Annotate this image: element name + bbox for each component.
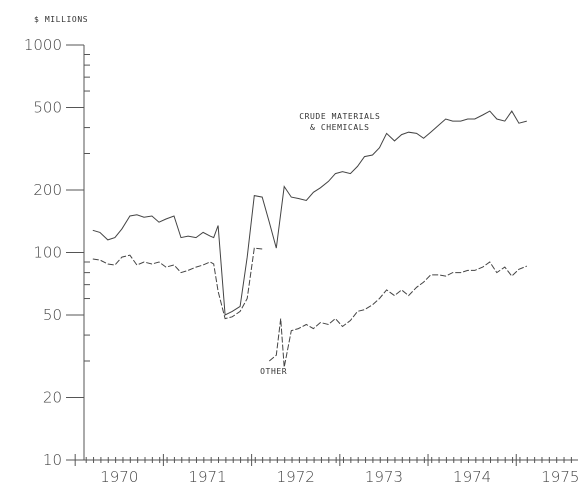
x-tick-label: 1973 — [365, 468, 403, 486]
x-tick-label: 1974 — [453, 468, 491, 486]
series-line-1 — [92, 110, 527, 316]
series-line-3 — [268, 261, 527, 368]
axes — [83, 45, 578, 461]
y-axis-label: $ MILLIONS — [34, 15, 88, 24]
x-tick-label: 1970 — [100, 468, 138, 486]
x-tick-labels: 1970 1971 1972 1973 1974 1975 — [100, 468, 579, 486]
annotation-label: OTHER — [260, 367, 287, 376]
series-line-2 — [92, 247, 263, 320]
series-layer — [92, 110, 527, 368]
y-tick-labels: 10 20 50 100 200 500 1000 — [24, 36, 62, 469]
y-tick-label: 200 — [33, 181, 62, 199]
annotations: CRUDE MATERIALS & CHEMICALS OTHER — [260, 112, 380, 376]
tick-marks — [66, 44, 572, 466]
annotation-label: CRUDE MATERIALS — [299, 112, 380, 121]
x-tick-label: 1971 — [188, 468, 226, 486]
y-tick-label: 500 — [33, 98, 62, 116]
y-tick-label: 1000 — [24, 36, 62, 54]
y-tick-label: 20 — [43, 389, 62, 407]
y-tick-label: 10 — [43, 451, 62, 469]
y-tick-label: 100 — [33, 244, 62, 262]
x-tick-label: 1972 — [277, 468, 315, 486]
x-tick-label: 1975 — [541, 468, 579, 486]
annotation-label: & CHEMICALS — [310, 123, 370, 132]
y-tick-label: 50 — [43, 306, 62, 324]
